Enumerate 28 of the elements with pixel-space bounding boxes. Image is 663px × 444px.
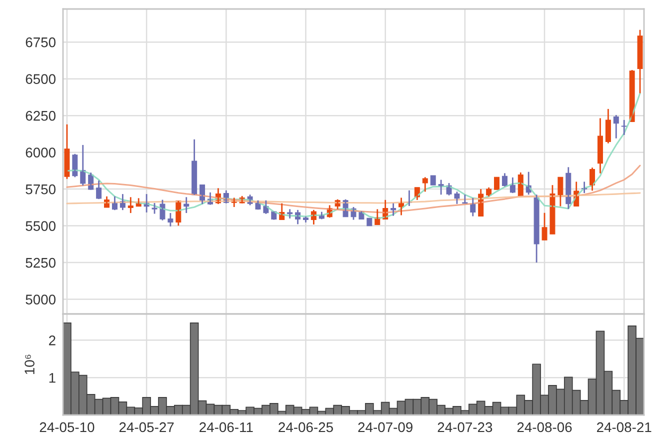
x-tick-label: 24-07-23 xyxy=(438,422,492,432)
y-tick-label: 6750 xyxy=(26,37,56,48)
y-tick-label: 2 xyxy=(49,336,56,346)
candlestick xyxy=(430,174,436,186)
y-tick-label: 6000 xyxy=(26,148,56,158)
x-tick-label: 24-07-09 xyxy=(358,422,412,432)
y-axis-title: 10⁶ xyxy=(24,354,34,374)
x-tick-label: 24-08-21 xyxy=(597,422,652,432)
x-tick-label: 24-05-10 xyxy=(40,422,94,432)
y-tick-label: 5250 xyxy=(26,258,56,268)
candlestick xyxy=(542,212,548,241)
y-tick-label: 5750 xyxy=(26,184,56,194)
y-tick-label: 1 xyxy=(49,373,56,383)
x-tick-label: 24-06-25 xyxy=(278,422,333,432)
candlestick xyxy=(637,29,643,94)
candlestick xyxy=(366,218,372,226)
candlestick xyxy=(621,119,627,136)
y-tick-label: 5500 xyxy=(26,221,56,231)
x-tick-label: 24-05-27 xyxy=(119,422,174,432)
y-tick-label: 6500 xyxy=(26,74,56,84)
x-tick-label: 24-06-11 xyxy=(200,422,253,432)
candlestick xyxy=(494,176,500,190)
candlestick xyxy=(454,191,460,205)
y-tick-label: 6250 xyxy=(26,110,56,121)
candlestick xyxy=(64,124,70,180)
y-tick-label: 5000 xyxy=(26,294,56,304)
candlestick xyxy=(152,202,158,214)
x-tick-label: 24-08-06 xyxy=(517,422,572,432)
